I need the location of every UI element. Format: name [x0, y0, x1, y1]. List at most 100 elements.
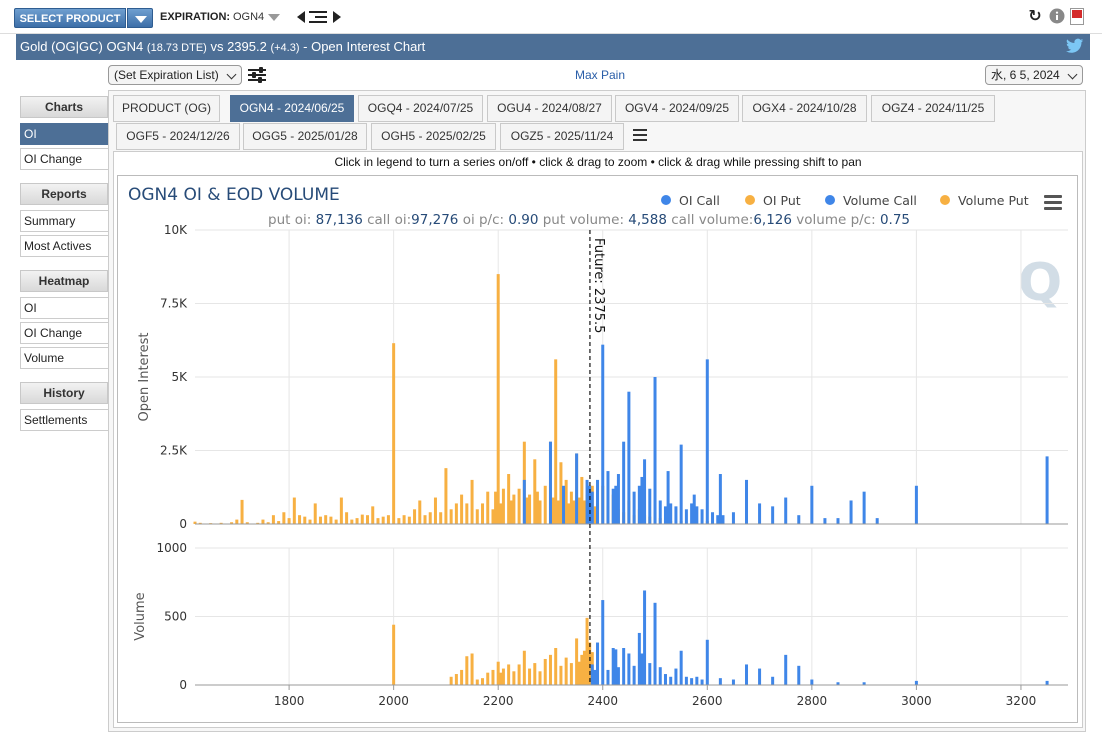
oi-put-bar-0: [193, 521, 197, 524]
oi-call-bar-12: [616, 474, 620, 524]
tab-ogv4[interactable]: OGV4 - 2024/09/25: [615, 95, 739, 122]
twitter-icon[interactable]: [1066, 38, 1084, 56]
expiration-list-icon[interactable]: [309, 10, 327, 24]
oi-call-bar-1: [548, 441, 552, 524]
sidebar-heading-history: History: [20, 382, 108, 404]
oi-tick-label-0: 0: [179, 517, 187, 531]
oi-put-bar-22: [329, 516, 333, 524]
vol-call-bar-37: [1045, 680, 1049, 685]
tab-ogn4[interactable]: OGN4 - 2024/06/25: [230, 95, 354, 122]
vol-call-bar-18: [669, 676, 673, 685]
oi-put-bar-42: [433, 497, 437, 524]
tab-product[interactable]: PRODUCT (OG): [113, 95, 220, 122]
tab-ogz4[interactable]: OGZ4 - 2024/11/25: [871, 95, 995, 122]
tab-ogz5[interactable]: OGZ5 - 2025/11/24: [500, 123, 624, 150]
vol-put-bar-21: [548, 654, 552, 685]
oi-put-bar-33: [386, 515, 390, 524]
oi-put-bar-5: [235, 519, 239, 524]
oi-call-bar-50: [1045, 456, 1049, 524]
oi-put-bar-71: [554, 359, 558, 524]
info-icon[interactable]: [1048, 8, 1066, 26]
sidebar-item-oi-change[interactable]: OI Change: [20, 148, 108, 170]
select-product-dropdown[interactable]: [127, 8, 153, 28]
oi-put-bar-44: [444, 468, 448, 524]
date-select[interactable]: 水, 6 5, 2024: [985, 65, 1083, 85]
expiration-list-select[interactable]: (Set Expiration List): [108, 65, 242, 85]
oi-call-bar-40: [771, 506, 775, 524]
legend-marker-3: [940, 195, 950, 205]
tab-ogx4[interactable]: OGX4 - 2024/10/28: [742, 95, 867, 122]
vol-tick-label-2: 1000: [156, 541, 187, 555]
oi-call-bar-47: [862, 491, 866, 524]
oi-axis-title: Open Interest: [137, 333, 152, 422]
oi-call-bar-4: [585, 479, 589, 524]
oi-tick-label-4: 10K: [164, 223, 188, 237]
oi-volume-chart[interactable]: OGN4 OI & EOD VOLUME put oi: 87,136 call …: [118, 176, 1079, 724]
oi-put-bar-66: [535, 491, 539, 524]
vol-put-bar-16: [522, 650, 526, 685]
sidebar-item-oi[interactable]: OI: [20, 123, 108, 145]
tabs-menu-icon[interactable]: [633, 129, 647, 143]
oi-put-bar-58: [507, 474, 511, 524]
refresh-icon[interactable]: ↻: [1028, 8, 1042, 25]
oi-call-bar-28: [690, 503, 694, 524]
oi-call-bar-6: [590, 491, 594, 524]
chevron-down-icon: [226, 69, 237, 80]
oi-call-bar-44: [823, 518, 827, 524]
vol-put-bar-27: [577, 661, 581, 685]
expiration-dropdown-icon[interactable]: [268, 14, 280, 21]
vol-put-bar-11: [499, 672, 503, 685]
sidebar-item-heatmap-volume[interactable]: Volume: [20, 347, 108, 369]
oi-put-bar-10: [266, 522, 270, 524]
vol-call-bar-26: [718, 678, 722, 685]
oi-put-bar-11: [271, 515, 275, 524]
tab-ogh5[interactable]: OGH5 - 2025/02/25: [371, 123, 496, 150]
oi-put-bar-81: [580, 476, 584, 524]
legend-item-2: Volume Call: [843, 193, 917, 208]
sidebar-item-most-actives[interactable]: Most Actives: [20, 235, 108, 257]
oi-put-bar-43: [439, 512, 443, 524]
x-tick-label-1: 2000: [378, 694, 409, 708]
tab-ogf5[interactable]: OGF5 - 2024/12/26: [116, 123, 240, 150]
oi-put-bar-50: [475, 509, 479, 524]
sidebar-item-summary[interactable]: Summary: [20, 210, 108, 232]
oi-call-bar-0: [522, 479, 526, 524]
vol-call-bar-1: [593, 669, 597, 685]
settings-sliders-icon[interactable]: [248, 67, 266, 83]
oi-put-bar-41: [428, 512, 432, 524]
oi-call-bar-11: [614, 485, 618, 524]
oi-put-bar-59: [509, 500, 513, 524]
next-expiration-icon[interactable]: [333, 11, 341, 23]
oi-call-bar-34: [716, 515, 720, 524]
vol-put-bar-14: [512, 671, 516, 685]
vol-put-bar-1: [449, 676, 453, 685]
tab-ogg5[interactable]: OGG5 - 2025/01/28: [243, 123, 367, 150]
oi-put-bar-29: [366, 515, 370, 524]
date-value: 水, 6 5, 2024: [991, 68, 1060, 82]
sidebar-item-heatmap-oi[interactable]: OI: [20, 297, 108, 319]
sidebar-item-heatmap-oi-change[interactable]: OI Change: [20, 322, 108, 344]
oi-put-bar-3: [219, 522, 223, 524]
vol-call-bar-9: [627, 653, 631, 685]
vol-put-bar-22: [554, 648, 558, 685]
oi-call-bar-26: [679, 444, 683, 524]
select-product-button[interactable]: SELECT PRODUCT: [14, 8, 126, 28]
tab-ogq4[interactable]: OGQ4 - 2024/07/25: [358, 95, 483, 122]
vol-put-bar-25: [569, 663, 573, 685]
previous-expiration-icon[interactable]: [297, 11, 305, 23]
oi-put-bar-61: [517, 488, 521, 524]
oi-call-bar-36: [721, 515, 725, 524]
oi-put-bar-65: [533, 459, 537, 524]
top-toolbar: SELECT PRODUCT EXPIRATION: OGN4 ↻: [0, 0, 1102, 34]
max-pain-link[interactable]: Max Pain: [574, 68, 626, 82]
oi-put-bar-25: [345, 512, 349, 524]
pdf-icon[interactable]: [1068, 8, 1086, 26]
chart-container[interactable]: OGN4 OI & EOD VOLUME put oi: 87,136 call …: [117, 175, 1078, 723]
vol-put-bar-26: [575, 638, 579, 685]
tab-ogu4[interactable]: OGU4 - 2024/08/27: [487, 95, 612, 122]
vol-call-bar-12: [640, 653, 644, 685]
vol-call-bar-7: [616, 667, 620, 685]
dte-label: (18.73 DTE): [146, 42, 207, 54]
expiration-value[interactable]: OGN4: [233, 11, 265, 23]
sidebar-item-settlements[interactable]: Settlements: [20, 409, 108, 431]
